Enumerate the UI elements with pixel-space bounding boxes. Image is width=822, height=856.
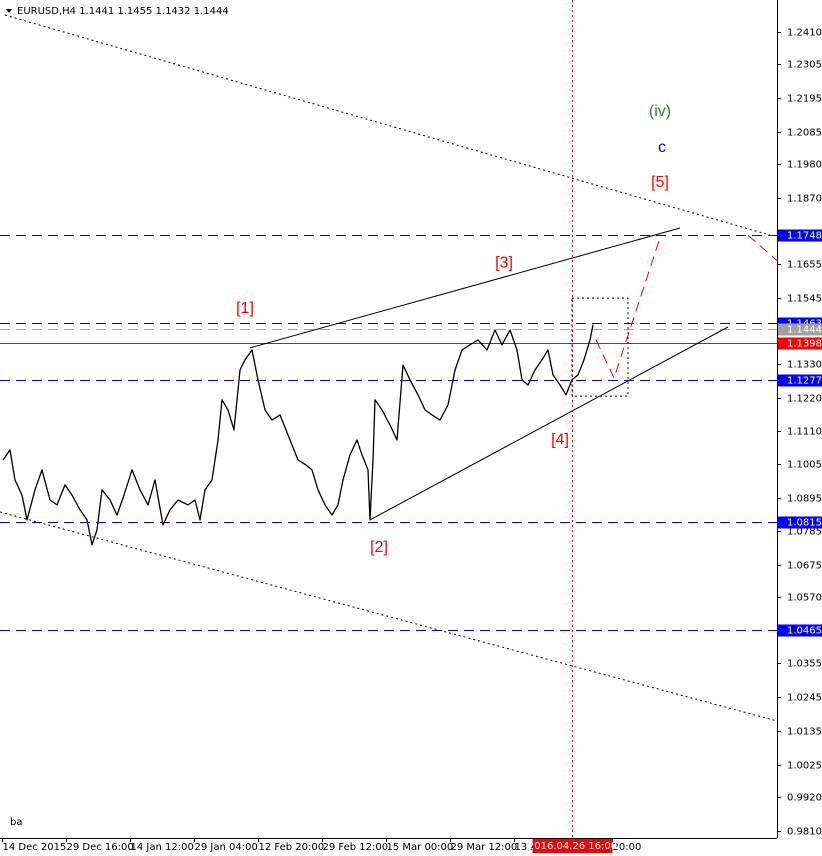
wave-label: [3] <box>495 254 513 271</box>
price-line <box>2 324 594 546</box>
chart-title: EURUSD,H4 1.1441 1.1455 1.1432 1.1444 <box>17 6 229 17</box>
y-tick-label: 1.0135 <box>787 727 822 738</box>
price-level-tag <box>778 624 822 637</box>
y-tick-label: 1.1110 <box>787 427 822 438</box>
y-tick-label: 1.1005 <box>787 460 822 471</box>
wave-label: [4] <box>551 431 569 448</box>
trendline <box>369 326 729 521</box>
x-tick-label: 29 Feb 12:00 <box>323 842 389 853</box>
y-tick-label: 1.1980 <box>787 160 822 171</box>
y-tick-label: 1.0785 <box>787 527 822 538</box>
y-tick-label: 0.9810 <box>787 827 822 838</box>
menu-arrow[interactable] <box>6 9 12 13</box>
price-level-label: 1.1398 <box>787 339 822 350</box>
x-tick-label: 29 Jan 04:00 <box>195 842 258 853</box>
price-level-label: 1.1444 <box>787 325 822 336</box>
price-level-tag <box>778 337 822 350</box>
price-level-label: 1.1277 <box>787 376 822 387</box>
x-tick-label: 14 Dec 2015 <box>3 842 67 853</box>
x-tick-label: 20:00 <box>613 842 642 853</box>
wave-label: (iv) <box>649 103 671 120</box>
y-tick-label: 1.0895 <box>787 494 822 505</box>
x-tick-label: 29 Mar 12:00 <box>451 842 518 853</box>
price-level-label: 1.0465 <box>787 626 822 637</box>
y-tick-label: 1.1655 <box>787 260 822 271</box>
y-tick-label: 1.0570 <box>787 593 822 604</box>
wave-label: [5] <box>651 174 669 191</box>
trendline <box>249 227 681 349</box>
time-cursor-tag <box>532 839 613 853</box>
y-tick-label: 1.0245 <box>787 693 822 704</box>
y-tick-label: 1.2085 <box>787 128 822 139</box>
price-level-tag <box>778 374 822 387</box>
wave-label: [1] <box>236 300 254 317</box>
x-tick-label: 13 A <box>515 842 538 853</box>
x-tick-label: 12 Feb 20:00 <box>259 842 325 853</box>
price-level-tag <box>778 323 822 336</box>
x-tick-label: 29 Dec 16:00 <box>67 842 134 853</box>
price-level-tag <box>778 229 822 242</box>
time-cursor-label: 2016.04.26 16:00 <box>528 841 617 852</box>
y-tick-label: 1.1545 <box>787 294 822 305</box>
y-tick-label: 1.1330 <box>787 360 822 371</box>
price-level-label: 1.1748 <box>787 231 822 242</box>
wave-label: [2] <box>370 539 388 556</box>
axes: 1.2410 1.2305 1.2195 1.2085 1.1980 1.1870 1.16… <box>2 28 822 853</box>
y-tick-label: 0.9920 <box>787 793 822 804</box>
plot-area: [1] [2] [3] [4] [5] c (iv) <box>0 0 777 838</box>
y-tick-label: 1.0675 <box>787 561 822 572</box>
y-tick-label: 1.2305 <box>787 60 822 71</box>
y-tick-label: 1.0355 <box>787 659 822 670</box>
y-tick-label: 1.2195 <box>787 94 822 105</box>
x-tick-label: 15 Mar 00:00 <box>387 842 454 853</box>
y-tick-label: 1.2410 <box>787 28 822 39</box>
y-tick-label: 1.1870 <box>787 194 822 205</box>
footer-label: ba <box>10 817 22 828</box>
x-tick-label: 14 Jan 12:00 <box>131 842 194 853</box>
price-level-tag <box>778 516 822 529</box>
y-tick-label: 1.0025 <box>787 761 822 772</box>
wave-label: c <box>658 139 666 156</box>
trendline <box>747 234 777 262</box>
price-level-label: 1.0815 <box>787 518 822 529</box>
y-tick-label: 1.1220 <box>787 394 822 405</box>
